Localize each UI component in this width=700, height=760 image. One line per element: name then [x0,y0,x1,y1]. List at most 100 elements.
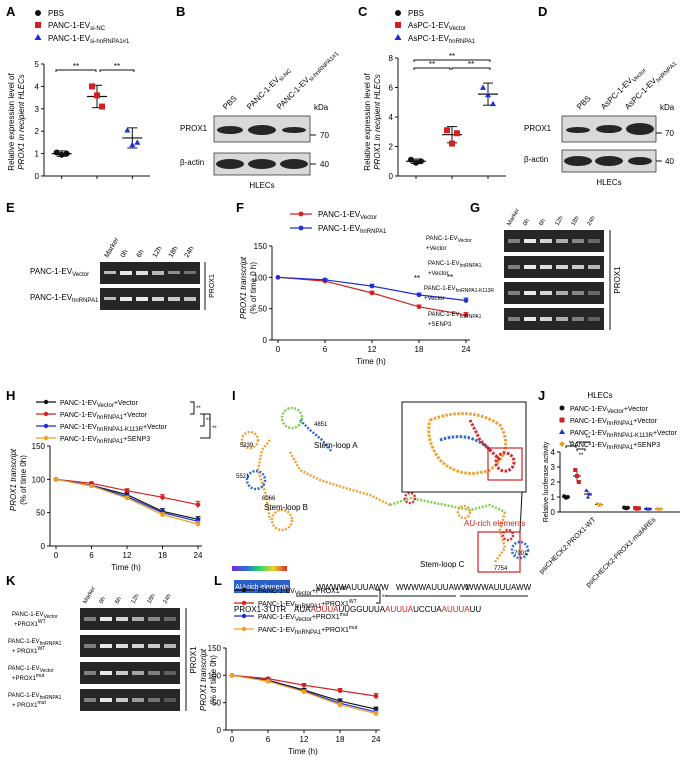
l-xtick-label-0: 0 [230,735,235,744]
k-band-3-3 [132,698,144,702]
lane-e-3: 6h [136,249,146,259]
gel-e-row-1: PANC-1-EVVector [30,267,89,278]
band-e-2-18h [168,297,180,301]
legend-h-label-2: PANC-1-EVhnRNPA1+Vector [60,412,148,421]
g-band-2-4 [572,291,584,295]
rna-structure [240,401,530,573]
k-band-1-4 [148,644,160,648]
k-band-3-1 [100,698,112,702]
legend-l-label-2: PANC-1-EVhnRNPA1+PROX1WT [258,599,357,610]
f-xtick-label-3: 18 [415,345,424,354]
legend-j-marker-2 [559,417,565,423]
ylabel-c-2: PROX1 in recipient HLECs [373,74,382,170]
gel-g-row-2-b: +Vector [428,271,449,277]
sig-f-1: ** [414,274,420,283]
g-band-1-4 [572,265,584,269]
h-xtick-label-3: 18 [158,551,167,560]
sig-h-bracket-1 [190,401,195,415]
band-d-actin-2 [595,156,623,166]
kda-d-40: 40 [665,157,674,166]
rna-loop-a [280,406,304,430]
j-ytick-label-0: 0 [551,508,556,517]
c-point-1-2 [454,130,460,137]
band-e-1-6h [136,271,148,275]
band-e-2-24h [184,297,196,301]
l-point-3-1 [265,679,271,684]
legend-h-label-1: PANC-1-EVVector+Vector [60,400,138,409]
l-ytick-label-3: 150 [208,644,222,653]
sig-j-bracket-2 [576,448,586,451]
c-point-1-1 [449,140,455,147]
lane-k-6: 24h [163,593,173,605]
gel-k-bands [84,617,176,702]
l-ytick-label-2: 100 [208,671,222,680]
lane-k-4: 12h [131,593,141,605]
gel-k-1 [80,608,180,630]
ylabel-j: Relative luciferase activity [543,441,550,522]
lane-g-1: Marker [507,208,522,227]
gel-g-row-3-a: PANC-1-EVhnRNPA1-K113R [424,286,494,294]
ylabel-l-1: PROX1 transcript [199,648,208,711]
legend-h-label-4: PANC-1-EVhnRNPA1+SENP3 [60,436,150,445]
j-point-0-3-2 [598,502,603,507]
a-ytick-label-1: 1 [35,150,40,159]
lane-b-1: PBS [221,94,239,112]
band-e-1-0h [120,271,132,275]
ylabel-h-2: (% of time 0h) [19,455,28,505]
f-point-0-4 [463,312,469,318]
l-point-1-2 [301,682,307,688]
c-ytick-label-2: 4 [389,113,394,122]
band-e-2-marker [104,297,116,300]
lane-d-1: PBS [575,94,593,112]
blot-d-cell: HLECs [596,178,621,187]
g-band-3-2 [540,317,552,321]
legend-a-marker-sihnrnpa1 [34,34,42,40]
gel-g-row-4-a: PANC-1-EVhnRNPA1 [428,312,482,320]
panel-letter-g: G [470,200,480,215]
f-ytick-label-0: 0 [263,336,268,345]
rna-stem-a [299,419,333,453]
a-point-2-2 [134,139,141,145]
gel-k-row-4-a: PANC-1-EVhnRNPA1 [8,693,62,701]
g-band-3-0 [508,317,520,321]
plot-f: 0 50 100 150 0 6 12 18 24 Time (h) [254,242,471,366]
j-point-1-1-2 [636,506,641,511]
band-b-actin-1 [216,159,244,169]
l-point-3-3 [337,702,343,708]
f-point-1-2 [369,283,375,289]
panel-letter-c: C [358,4,368,19]
rna-loop-b [270,508,294,532]
j-ytick-label-3: 3 [551,463,556,472]
a-ytick-label-0: 0 [35,172,40,181]
g-band-0-2 [540,239,552,243]
f-point-1-4 [463,298,469,303]
gel-g-2 [504,256,604,278]
band-b-prox1-2 [248,125,276,135]
gel-g-row-3-b: +Vector [424,296,445,302]
panel-j: HLECs PANC-1-EVVector+Vector PANC-1-EVhn… [538,391,680,589]
lane-e-5: 18h [168,245,180,259]
lane-g-6: 24h [587,215,597,227]
panel-letter-b: B [176,4,185,19]
utr-seg-2: AUUUA [310,605,339,614]
plot-l: 0 50 100 150 0 6 12 18 24 Time (h) [208,644,381,756]
utr-seg-3: UUGGUUUA [338,605,385,614]
rna-label-6066: 6066 [262,496,276,502]
f-ytick-label-1: 50 [258,305,267,314]
rna-label-5521: 5521 [236,474,250,480]
g-band-0-0 [508,239,520,243]
k-band-3-0 [84,698,96,702]
j-point-0-1-1 [575,474,579,478]
rna-backbone-2 [389,496,506,514]
inset-loop-4 [494,451,516,473]
lane-k-5: 18h [147,593,157,605]
sig-h-2: ** [206,418,211,424]
a-point-1-0 [89,83,95,90]
f-point-1-0 [275,275,281,280]
rna-backbone-1 [288,451,391,507]
k-band-1-0 [84,644,96,648]
rna-loop-2 [245,469,267,491]
panel-k: Marker 0h 6h 12h 18h 24h PANC-1-EVVector… [8,586,198,711]
g-band-2-2 [540,291,552,295]
c-point-1-0 [444,127,450,134]
